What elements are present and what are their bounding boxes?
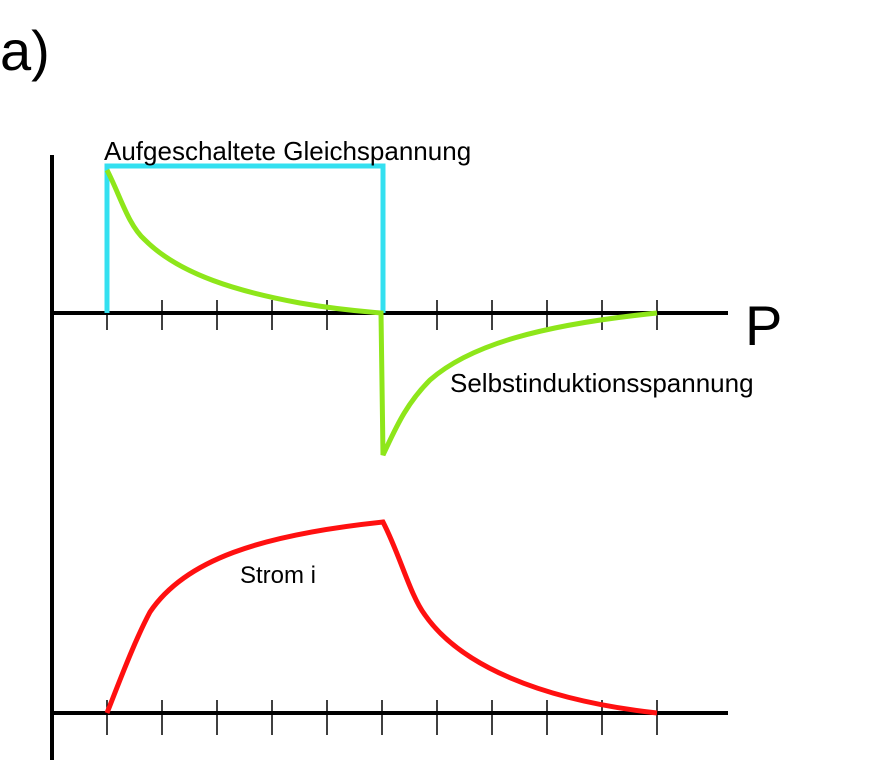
panel-label: a) bbox=[0, 19, 50, 82]
induction-label: Selbstinduktionsspannung bbox=[450, 368, 754, 398]
current bbox=[104, 519, 658, 716]
current-label: Strom i bbox=[240, 562, 316, 589]
axes bbox=[50, 155, 728, 760]
dc-voltage bbox=[104, 163, 386, 313]
induction-voltage bbox=[104, 168, 658, 457]
axis-label: P bbox=[745, 294, 782, 357]
dc-voltage-label: Aufgeschaltete Gleichspannung bbox=[104, 136, 471, 166]
